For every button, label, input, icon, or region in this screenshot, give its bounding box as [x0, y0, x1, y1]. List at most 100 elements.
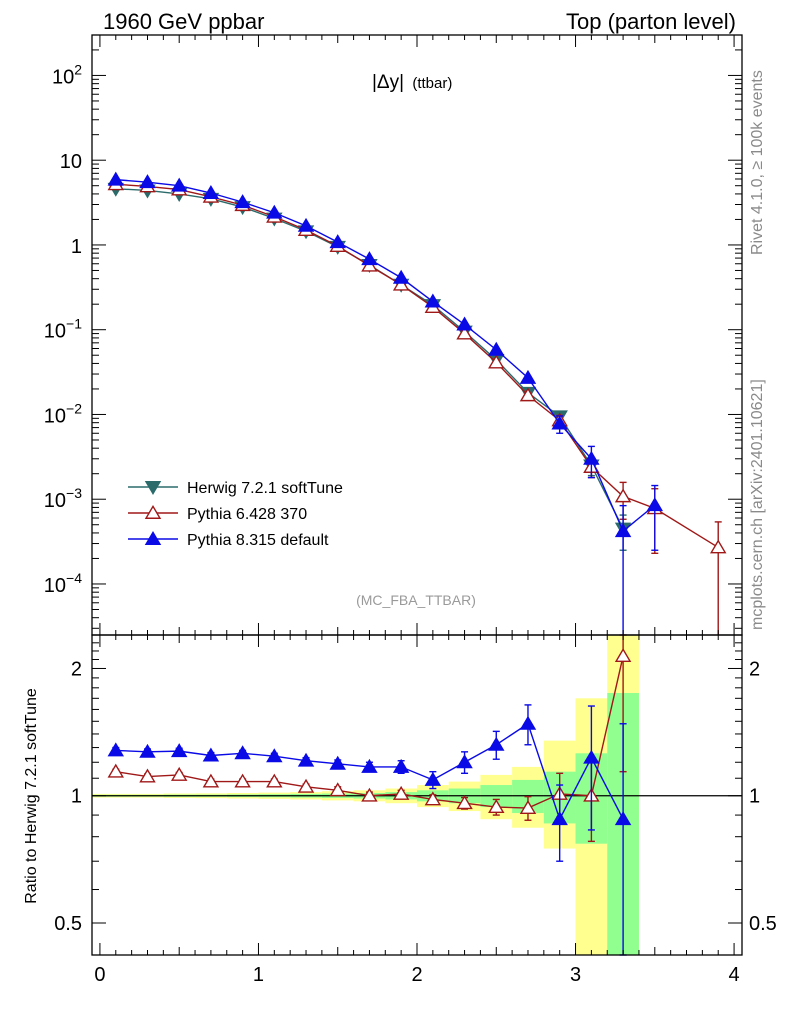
ratio-series-layer: [107, 634, 632, 956]
y-tick-label: 102: [52, 61, 82, 88]
legend-item-herwig: Herwig 7.2.1 softTune: [128, 480, 343, 497]
plot-title: |Δy| (ttbar): [372, 72, 452, 93]
data-point: [646, 497, 664, 512]
data-point: [107, 171, 125, 186]
x-tick-label: 2: [411, 964, 422, 986]
data-point: [107, 742, 125, 757]
data-point: [297, 752, 315, 767]
ratio-y-tick-label: 0.5: [54, 913, 82, 935]
data-point: [456, 795, 473, 810]
data-point: [170, 743, 188, 758]
y-tick-label: 10−3: [44, 485, 82, 512]
y-tick-base: 10: [60, 151, 82, 173]
series-pythia6: [107, 176, 727, 635]
legend-marker: [144, 530, 162, 545]
data-point: [170, 177, 188, 192]
data-point: [361, 758, 378, 773]
x-tick-label: 4: [729, 964, 740, 986]
data-point: [107, 763, 125, 778]
data-point: [202, 773, 220, 788]
legend-label: Herwig 7.2.1 softTune: [187, 480, 343, 497]
data-point: [361, 787, 378, 802]
data-point: [456, 325, 473, 340]
data-point: [297, 217, 315, 232]
data-point: [139, 768, 156, 783]
legend-label: Pythia 8.315 default: [187, 532, 329, 549]
legend-marker: [144, 504, 162, 519]
y-tick-label: 10: [60, 151, 82, 173]
y-tick-base: 10: [52, 66, 74, 88]
y-tick-exponent: −2: [66, 400, 82, 416]
data-point: [266, 773, 283, 788]
ratio-y-tick-label-right: 2: [749, 658, 760, 680]
data-point: [202, 747, 220, 762]
data-point: [583, 450, 600, 465]
data-point: [266, 204, 283, 219]
data-point: [614, 811, 632, 826]
data-point: [519, 369, 537, 384]
data-point: [519, 387, 537, 402]
ratio-y-tick-label: 1: [71, 786, 82, 808]
plot-title-main: |Δy|: [372, 72, 404, 93]
data-point: [424, 791, 442, 806]
data-point: [519, 715, 537, 730]
data-point: [139, 174, 156, 189]
y-tick-label: 10−1: [44, 316, 82, 343]
ratio-y-tick-label-right: 0.5: [749, 913, 777, 935]
data-point: [488, 736, 505, 751]
data-point: [392, 785, 410, 800]
data-point: [234, 773, 251, 788]
series-line: [115, 188, 624, 529]
x-tick-label: 3: [570, 964, 581, 986]
data-point: [424, 293, 442, 308]
data-point: [614, 523, 632, 538]
y-tick-label: 10−2: [44, 400, 82, 427]
data-point: [551, 811, 568, 826]
ratio-y-axis-label: Ratio to Herwig 7.2.1 softTune: [23, 688, 40, 904]
data-point: [456, 316, 473, 331]
y-tick-base: 10: [44, 490, 66, 512]
y-tick-base: 10: [44, 575, 66, 597]
header-right-label: Top (parton level): [566, 9, 736, 34]
series-pythia8: [107, 171, 664, 635]
data-point: [709, 539, 727, 554]
legend-marker: [144, 481, 162, 496]
axis-ticks: [92, 34, 742, 955]
data-point: [266, 748, 283, 763]
legend-label: Pythia 6.428 370: [187, 506, 307, 523]
y-tick-exponent: 2: [74, 61, 82, 77]
data-point: [329, 782, 346, 797]
y-tick-base: 10: [44, 321, 66, 343]
data-point: [329, 755, 346, 770]
y-tick-base: 10: [44, 405, 66, 427]
data-point: [424, 771, 442, 786]
plot-title-sub: (ttbar): [412, 75, 452, 92]
ratio-y-tick-label: 2: [71, 658, 82, 680]
data-point: [329, 234, 346, 249]
main-series-layer: [107, 171, 727, 635]
data-point: [202, 184, 220, 199]
data-point: [392, 758, 410, 773]
series-line: [115, 178, 656, 533]
series-pythia8-ratio: [107, 704, 632, 956]
data-point: [392, 276, 410, 291]
y-tick-label: 10−4: [44, 570, 82, 597]
data-point: [614, 648, 632, 663]
data-point: [456, 754, 473, 769]
y-tick-exponent: −1: [66, 316, 82, 332]
data-point: [297, 778, 315, 793]
data-point: [234, 194, 251, 209]
header-left-label: 1960 GeV ppbar: [103, 9, 264, 34]
rivet-version-label: Rivet 4.1.0, ≥ 100k events: [749, 70, 766, 255]
data-point: [519, 800, 537, 815]
data-point: [583, 749, 600, 764]
data-point: [488, 354, 505, 369]
data-point: [361, 251, 378, 266]
data-point: [139, 743, 156, 758]
legend: Herwig 7.2.1 softTune Pythia 6.428 370 Pyt…: [128, 480, 343, 549]
data-point: [392, 269, 410, 284]
y-tick-label: 1: [71, 236, 82, 258]
legend-item-pythia6: Pythia 6.428 370: [128, 504, 307, 523]
data-point: [170, 766, 188, 781]
